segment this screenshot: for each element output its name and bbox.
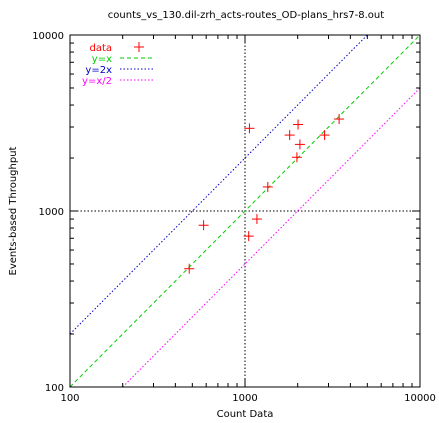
data-points-layer (184, 114, 345, 274)
legend-label-data: data (89, 43, 112, 54)
x-tick-label: 1000 (232, 393, 257, 404)
data-point (294, 139, 305, 150)
series-lines-layer (69, 34, 421, 388)
data-point (291, 152, 302, 163)
series-line-y-x-2 (122, 87, 421, 388)
data-point (293, 119, 304, 130)
axis-ticks-layer: 100 1000 10000 100 1000 10000 (32, 31, 436, 404)
data-point (251, 214, 262, 225)
legend-label-y-x-2: y=x/2 (82, 76, 112, 87)
data-point (243, 231, 254, 242)
y-tick-label: 100 (45, 383, 64, 394)
data-point (319, 130, 330, 141)
series-line-y-x (69, 34, 421, 388)
data-point (334, 114, 345, 125)
data-point (262, 181, 273, 192)
y-axis-label: Events-based Throughput (8, 146, 19, 275)
series-line-y-2x (69, 34, 368, 335)
chart-title: counts_vs_130.dil-zrh_acts-routes_OD-pla… (108, 10, 384, 21)
data-point (284, 130, 295, 141)
data-point (198, 220, 209, 231)
y-tick-label: 10000 (32, 31, 64, 42)
legend-label-y-2x: y=2x (85, 65, 112, 76)
legend-marker-data (134, 42, 144, 52)
data-point (184, 263, 195, 274)
data-point (244, 123, 255, 134)
x-tick-label: 100 (60, 393, 79, 404)
x-axis-label: Count Data (217, 409, 274, 420)
x-tick-label: 10000 (404, 393, 436, 404)
legend-label-y-x: y=x (92, 54, 112, 65)
y-tick-label: 1000 (39, 207, 64, 218)
